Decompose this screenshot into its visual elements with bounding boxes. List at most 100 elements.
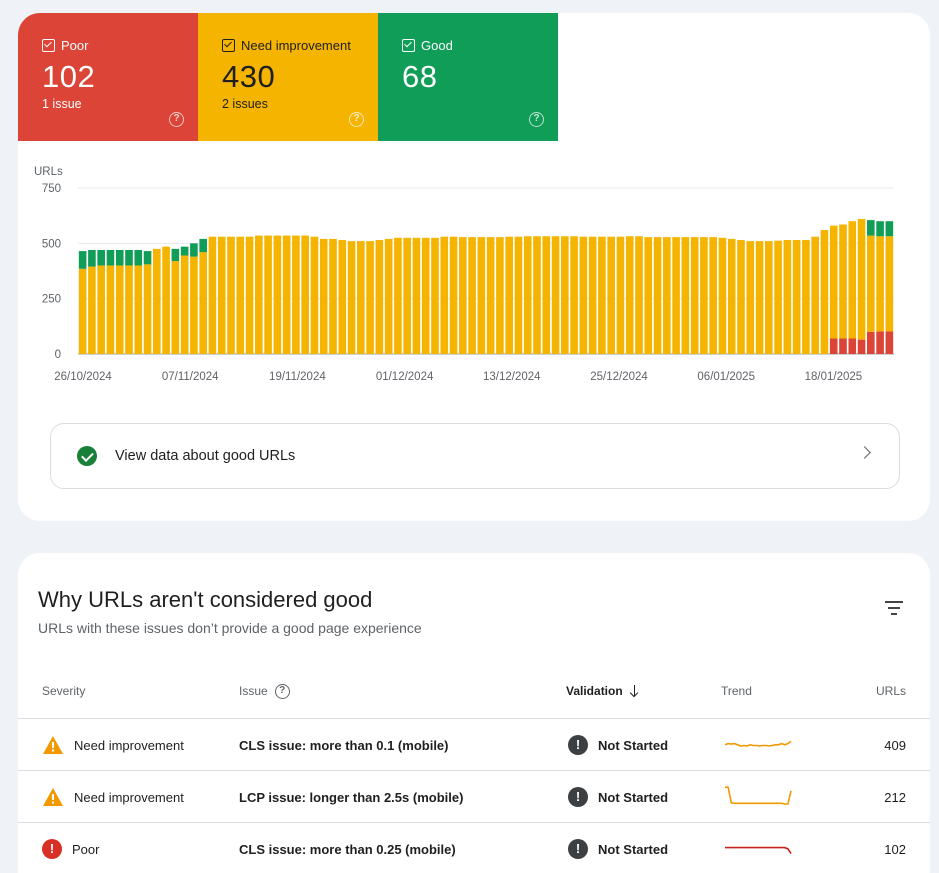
good-count: 68	[402, 59, 438, 94]
help-icon[interactable]: ?	[169, 112, 184, 127]
poor-tile[interactable]: Poor 102 1 issue ?	[18, 13, 198, 141]
url-count: 102	[884, 841, 906, 857]
bar-segment	[208, 236, 217, 354]
bar-segment	[217, 236, 226, 354]
bar-segment	[709, 237, 717, 354]
need-improvement-issues: 2 issues	[222, 97, 268, 111]
help-icon[interactable]: ?	[529, 112, 544, 127]
bar-segment	[199, 252, 207, 354]
bar-segment	[848, 338, 857, 354]
table-row[interactable]: ! Poor CLS issue: more than 0.25 (mobile…	[18, 822, 930, 873]
bar-segment	[125, 265, 133, 354]
bar-segment	[802, 240, 810, 354]
poor-count: 102	[42, 59, 96, 94]
bar-segment	[162, 246, 170, 354]
x-tick-label: 01/12/2024	[376, 371, 434, 383]
bar-segment	[88, 266, 96, 354]
need-improvement-tile[interactable]: Need improvement 430 2 issues ?	[198, 13, 378, 141]
bar-segment	[644, 237, 653, 354]
help-icon[interactable]: ?	[274, 683, 290, 699]
y-tick-label: 250	[42, 294, 61, 306]
good-tile[interactable]: Good 68 ?	[378, 13, 558, 141]
bar-segment	[282, 235, 291, 354]
warning-icon	[43, 788, 63, 806]
issue-header[interactable]: Issue ?	[239, 683, 290, 699]
not-started-icon: !	[568, 735, 588, 755]
help-icon[interactable]: ?	[349, 112, 364, 127]
trend-sparkline	[725, 846, 792, 855]
bar-segment	[625, 236, 634, 354]
view-good-urls-button[interactable]: View data about good URLs	[50, 423, 900, 489]
y-axis-label: URLs	[34, 166, 63, 178]
bar-segment	[681, 237, 690, 354]
bar-segment	[727, 238, 736, 354]
bar-segment	[190, 256, 198, 354]
severity-label: Need improvement	[74, 789, 184, 805]
validation-header[interactable]: Validation	[566, 684, 640, 698]
table-row[interactable]: Need improvement CLS issue: more than 0.…	[18, 718, 930, 770]
severity-header[interactable]: Severity	[42, 684, 86, 698]
bar-segment	[106, 249, 115, 266]
bar-segment	[431, 237, 439, 354]
bar-segment	[106, 265, 115, 354]
bar-segment	[533, 236, 541, 354]
bar-segment	[663, 237, 671, 354]
urls-header[interactable]: URLs	[875, 684, 906, 698]
bar-segment	[737, 240, 745, 354]
bar-segment	[171, 248, 180, 262]
warning-icon	[43, 736, 63, 754]
trend-line	[724, 740, 792, 747]
bar-segment	[236, 236, 245, 354]
trend-header[interactable]: Trend	[721, 684, 752, 698]
bar-segment	[319, 238, 328, 354]
bar-segment	[857, 339, 866, 354]
issue-name: CLS issue: more than 0.1 (mobile)	[239, 737, 449, 753]
bar-segment	[811, 236, 819, 354]
bar-segment	[227, 236, 235, 354]
bar-segment	[468, 237, 476, 354]
bar-segment	[292, 235, 300, 354]
filter-icon[interactable]	[884, 601, 904, 615]
not-started-icon: !	[568, 839, 588, 859]
urls-chart: URLs 0 250 500 750 26/10/2024 07/11/2024 19/1…	[34, 166, 894, 383]
trend-sparkline	[724, 740, 792, 747]
bar-segment	[97, 265, 105, 354]
checkbox-icon[interactable]	[42, 38, 55, 52]
bar-segment	[449, 236, 458, 354]
bar-segment	[867, 331, 875, 354]
issue-name: LCP issue: longer than 2.5s (mobile)	[239, 789, 464, 805]
status-tiles: Poor 102 1 issue ? Need improvement 430 …	[18, 13, 558, 141]
table-row[interactable]: Need improvement LCP issue: longer than …	[18, 770, 930, 822]
checkbox-icon[interactable]	[222, 38, 235, 52]
x-tick-label: 06/01/2025	[697, 371, 755, 383]
issue-name: CLS issue: more than 0.25 (mobile)	[239, 841, 456, 857]
bar-segment	[598, 236, 606, 354]
bar-segment	[588, 236, 597, 354]
issues-card: Why URLs aren't considered good URLs wit…	[18, 553, 930, 873]
bar-segment	[459, 237, 467, 354]
checkbox-icon[interactable]	[402, 38, 415, 52]
bar-segment	[496, 237, 504, 354]
bar-segment	[357, 241, 365, 354]
bar-segment	[273, 235, 282, 354]
bar-segment	[115, 265, 124, 354]
bar-segment	[876, 221, 884, 237]
error-icon: !	[42, 839, 62, 859]
validation-status: Not Started	[598, 789, 669, 805]
bar-segment	[134, 249, 143, 266]
sort-down-arrow-icon	[630, 685, 640, 697]
trend-line	[725, 786, 792, 805]
bar-segment	[403, 237, 411, 354]
bar-segment	[347, 241, 356, 354]
bar-segment	[885, 331, 894, 354]
x-tick-label: 13/12/2024	[483, 371, 541, 383]
bar-segment	[523, 236, 532, 354]
severity-label: Poor	[72, 841, 100, 857]
bar-segment	[143, 264, 152, 354]
bar-segment	[885, 221, 894, 237]
bar-segment	[579, 236, 588, 354]
bar-segment	[486, 237, 495, 354]
bar-segment	[88, 249, 96, 267]
x-tick-label: 07/11/2024	[162, 371, 219, 383]
bar-segment	[867, 235, 875, 332]
